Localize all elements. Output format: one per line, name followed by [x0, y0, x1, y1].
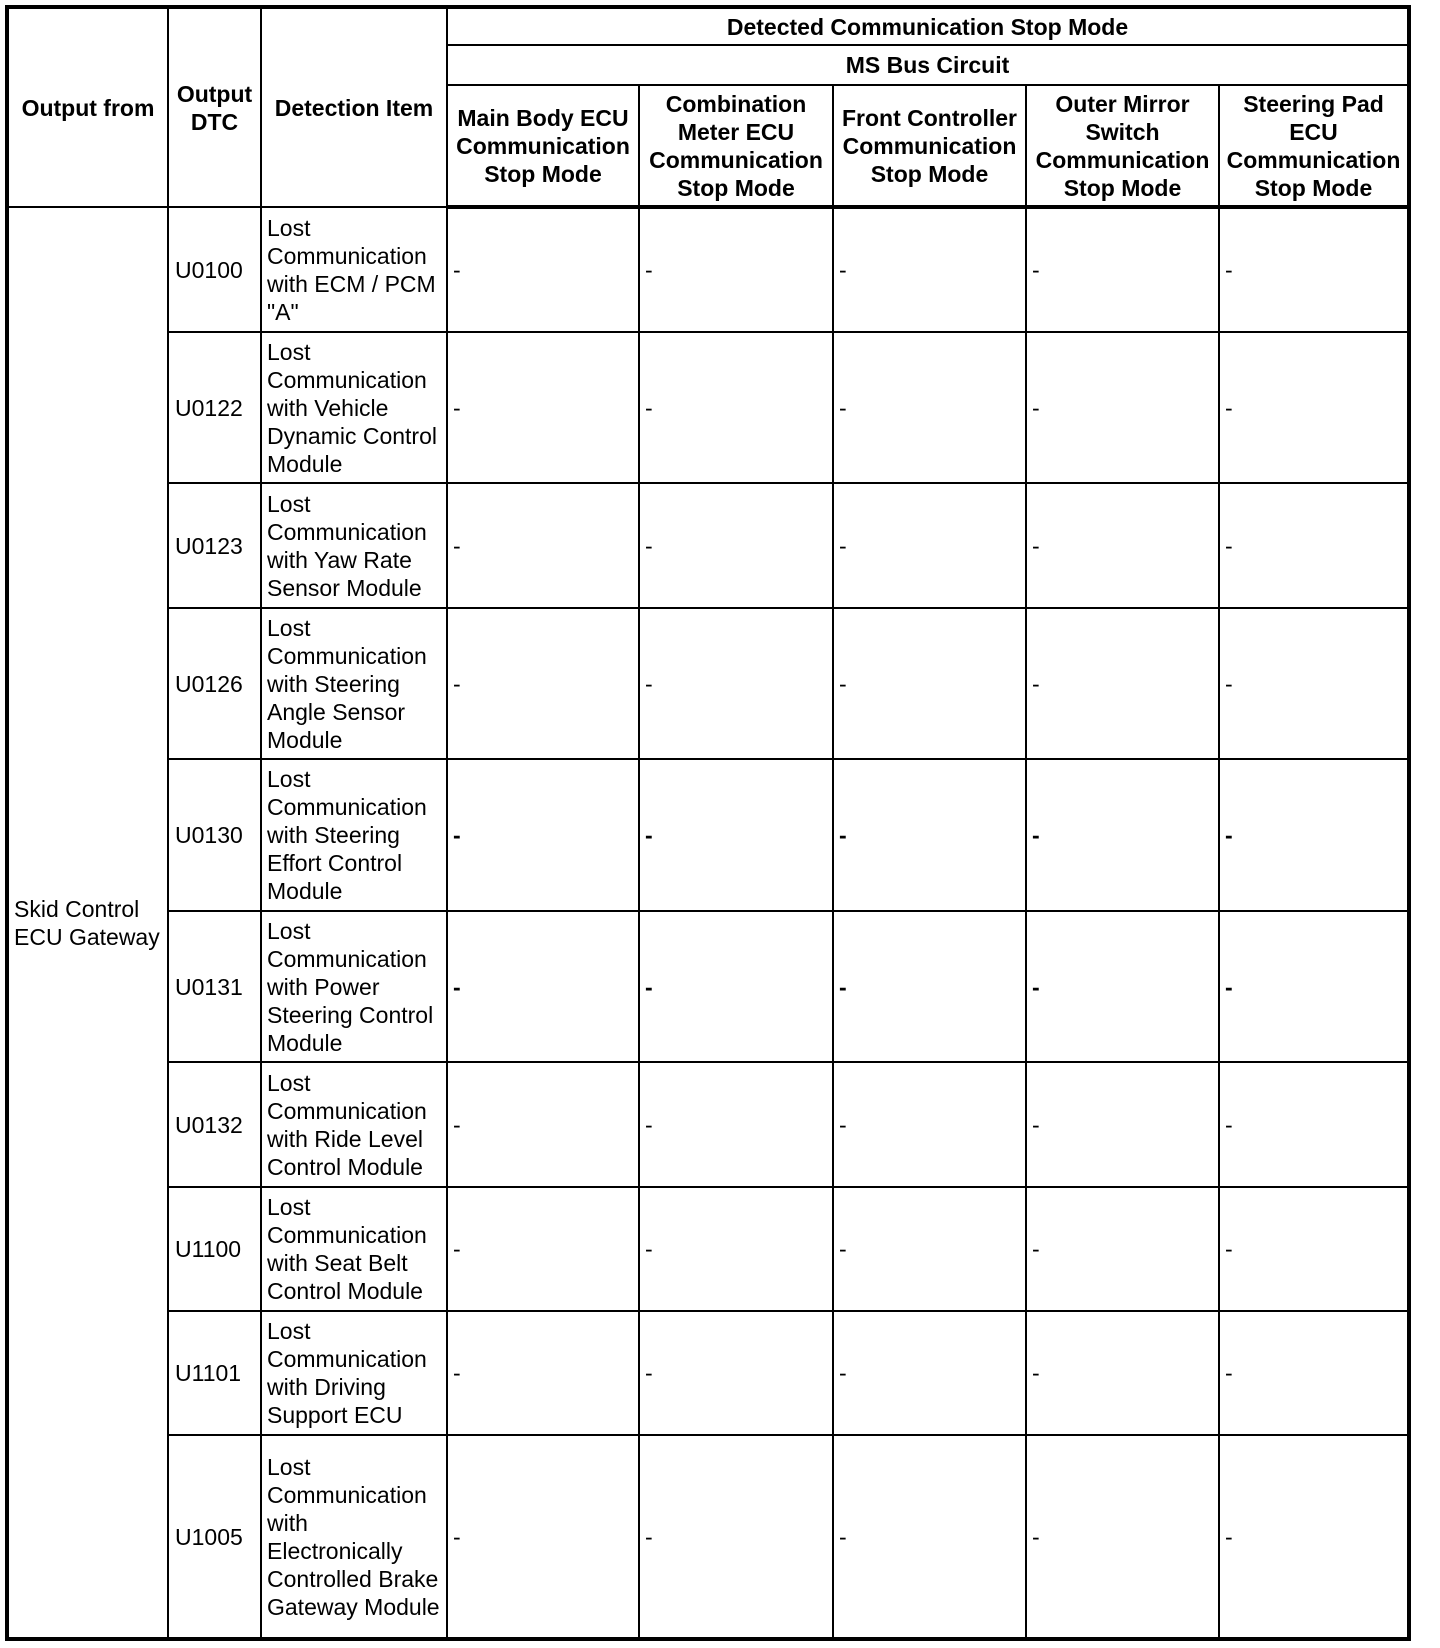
output-from-cell: Skid Control ECU Gateway: [6, 206, 169, 1640]
dtc-code: U0122: [167, 331, 262, 484]
mode-value: -: [1218, 758, 1410, 912]
mode-value: -: [1025, 607, 1220, 760]
detection-item: Lost Communication with Power Steering C…: [260, 910, 448, 1063]
mode-value: -: [1025, 331, 1220, 484]
detection-item: Lost Communication with Seat Belt Contro…: [260, 1186, 448, 1312]
detection-item: Lost Communication with Yaw Rate Sensor …: [260, 482, 448, 609]
mode-value: -: [638, 1310, 834, 1436]
mode-value: -: [638, 1186, 834, 1312]
mode-value: -: [446, 1310, 640, 1436]
mode-value: -: [1218, 1186, 1410, 1312]
mode-value: -: [1218, 910, 1410, 1063]
header-mode: Front Controller Communication Stop Mode: [832, 84, 1027, 209]
mode-value: -: [446, 758, 640, 912]
detection-item: Lost Communication with Ride Level Contr…: [260, 1061, 448, 1188]
detection-item: Lost Communication with Steering Angle S…: [260, 607, 448, 760]
mode-value: -: [1025, 206, 1220, 333]
mode-value: -: [638, 206, 834, 333]
mode-value: -: [446, 1061, 640, 1188]
mode-value: -: [832, 1310, 1027, 1436]
mode-value: -: [1025, 910, 1220, 1063]
mode-value: -: [832, 758, 1027, 912]
table-row: U0132 Lost Communication with Ride Level …: [7, 1061, 1410, 1188]
dtc-code: U0126: [167, 607, 262, 760]
mode-value: -: [832, 1061, 1027, 1188]
dtc-code: U0123: [167, 482, 262, 609]
mode-value: -: [446, 1186, 640, 1312]
mode-value: -: [446, 482, 640, 609]
mode-value: -: [832, 1186, 1027, 1312]
mode-value: -: [638, 331, 834, 484]
mode-value: -: [1025, 1186, 1220, 1312]
header-detected-stop-mode: Detected Communication Stop Mode: [446, 6, 1410, 46]
mode-value: -: [832, 331, 1027, 484]
detection-item: Lost Communication with ECM / PCM "A": [260, 206, 448, 333]
mode-value: -: [832, 482, 1027, 609]
detection-item: Lost Communication with Electronically C…: [260, 1434, 448, 1640]
header-detection-item: Detection Item: [260, 6, 448, 208]
mode-value: -: [1218, 331, 1410, 484]
mode-value: -: [832, 1434, 1027, 1640]
table-row: U0130 Lost Communication with Steering Ef…: [7, 758, 1410, 912]
detection-item: Lost Communication with Steering Effort …: [260, 758, 448, 912]
mode-value: -: [832, 607, 1027, 760]
mode-value: -: [446, 607, 640, 760]
table-row: U1101 Lost Communication with Driving Sup…: [7, 1310, 1410, 1436]
mode-value: -: [832, 910, 1027, 1063]
dtc-code: U0130: [167, 758, 262, 912]
mode-value: -: [1025, 758, 1220, 912]
table-row: U1005 Lost Communication with Electronica…: [7, 1434, 1410, 1640]
dtc-code: U0132: [167, 1061, 262, 1188]
dtc-table: Output from Output DTC Detection Item De…: [5, 5, 1411, 1641]
table-row: U0122 Lost Communication with Vehicle Dyn…: [7, 331, 1410, 484]
mode-value: -: [638, 482, 834, 609]
table-row: U0123 Lost Communication with Yaw Rate Se…: [7, 482, 1410, 609]
table-row: U1100 Lost Communication with Seat Belt C…: [7, 1186, 1410, 1312]
table-row: Skid Control ECU Gateway U0100 Lost Commun…: [6, 206, 1410, 1640]
detection-item: Lost Communication with Driving Support …: [260, 1310, 448, 1436]
mode-value: -: [1025, 1434, 1220, 1640]
dtc-code: U1100: [167, 1186, 262, 1312]
detection-item: Lost Communication with Vehicle Dynamic …: [260, 331, 448, 484]
mode-value: -: [1025, 482, 1220, 609]
mode-value: -: [1218, 1061, 1410, 1188]
mode-value: -: [638, 1061, 834, 1188]
header-mode: Combination Meter ECU Communication Stop…: [638, 84, 834, 209]
mode-value: -: [1218, 482, 1410, 609]
header-mode: Main Body ECU Communication Stop Mode: [446, 84, 640, 209]
dtc-code: U1101: [167, 1310, 262, 1436]
mode-value: -: [446, 910, 640, 1063]
mode-value: -: [638, 758, 834, 912]
mode-value: -: [446, 206, 640, 333]
mode-value: -: [832, 206, 1027, 333]
mode-value: -: [1025, 1310, 1220, 1436]
dtc-code: U1005: [167, 1434, 262, 1640]
header-output-from: Output from: [6, 6, 169, 208]
mode-value: -: [638, 607, 834, 760]
mode-value: -: [446, 1434, 640, 1640]
header-mode: Outer Mirror Switch Communication Stop M…: [1025, 84, 1220, 209]
header-mode: Steering Pad ECU Communication Stop Mode: [1218, 84, 1410, 209]
mode-value: -: [1025, 1061, 1220, 1188]
mode-value: -: [638, 1434, 834, 1640]
table-row: U0131 Lost Communication with Power Steer…: [7, 910, 1410, 1063]
header-ms-bus-circuit: MS Bus Circuit: [446, 44, 1410, 86]
mode-value: -: [1218, 607, 1410, 760]
mode-value: -: [1218, 1310, 1410, 1436]
dtc-code: U0100: [167, 206, 262, 333]
mode-value: -: [446, 331, 640, 484]
mode-value: -: [1218, 206, 1410, 333]
mode-value: -: [1218, 1434, 1410, 1640]
mode-value: -: [638, 910, 834, 1063]
table-row: U0126 Lost Communication with Steering An…: [7, 607, 1410, 760]
dtc-code: U0131: [167, 910, 262, 1063]
header-output-dtc: Output DTC: [167, 6, 262, 208]
